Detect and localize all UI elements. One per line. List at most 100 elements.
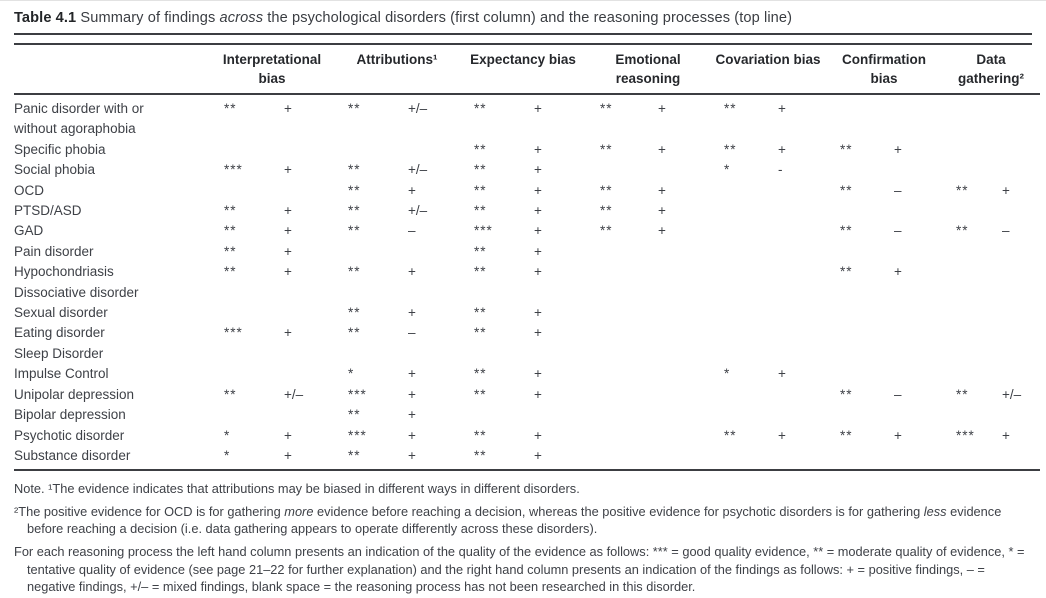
header-attributions: Attributions¹ [334, 45, 461, 95]
finding-cell: + [1002, 427, 1010, 443]
note-attributions: Note. ¹The evidence indicates that attri… [14, 481, 580, 497]
finding-cell [768, 181, 826, 201]
finding-cell [648, 446, 710, 470]
finding-cell [648, 323, 710, 343]
table-row: PTSD/ASD ** + ** +/– ** + ** + [14, 201, 1040, 221]
evidence-quality-cell [826, 364, 884, 384]
finding-cell: – [894, 386, 902, 402]
finding-cell: + [534, 141, 542, 157]
finding-cell: + [284, 223, 292, 239]
finding-cell [884, 242, 942, 262]
evidence-quality-cell: ** [956, 182, 969, 198]
disorder-label: Sexual disorder [14, 305, 108, 321]
disorder-label: PTSD/ASD [14, 203, 82, 219]
table-notes: Note. ¹The evidence indicates that attri… [14, 480, 1036, 595]
evidence-quality-cell [586, 283, 648, 303]
finding-cell [648, 385, 710, 405]
evidence-quality-cell: ** [600, 182, 613, 198]
evidence-quality-cell [942, 201, 992, 221]
evidence-quality-cell: ** [474, 325, 487, 341]
finding-cell [768, 446, 826, 470]
evidence-quality-cell [942, 303, 992, 323]
header-confirmation-bias: Confirmation bias [826, 45, 943, 95]
finding-cell [992, 446, 1040, 470]
finding-cell [768, 303, 826, 323]
evidence-quality-cell [942, 160, 992, 180]
summary-table-container: Interpretational bias Attributions¹ Expe… [14, 43, 1041, 472]
evidence-quality-cell [826, 242, 884, 262]
finding-cell [648, 405, 710, 425]
finding-cell [524, 405, 586, 425]
finding-cell [992, 140, 1040, 160]
finding-cell: + [778, 366, 786, 382]
finding-cell: + [408, 447, 416, 463]
evidence-quality-cell [710, 385, 768, 405]
evidence-quality-cell [210, 364, 274, 384]
evidence-quality-cell: ** [474, 447, 487, 463]
evidence-quality-cell: ** [474, 427, 487, 443]
disorder-label: GAD [14, 223, 44, 239]
evidence-quality-cell: ** [348, 264, 361, 280]
disorder-label: Pain disorder [14, 243, 94, 259]
evidence-quality-cell [334, 140, 398, 160]
summary-table: Interpretational bias Attributions¹ Expe… [14, 45, 1041, 472]
table-body: Panic disorder with or without agoraphob… [14, 94, 1040, 470]
finding-cell [648, 364, 710, 384]
evidence-quality-cell: * [724, 366, 731, 382]
evidence-quality-cell: ** [474, 203, 487, 219]
evidence-quality-cell: ** [474, 305, 487, 321]
evidence-quality-cell: ** [474, 162, 487, 178]
finding-cell [884, 303, 942, 323]
finding-cell: + [894, 141, 902, 157]
finding-cell [992, 160, 1040, 180]
evidence-quality-cell: ** [600, 141, 613, 157]
evidence-quality-cell: ** [224, 203, 237, 219]
header-covariation-bias: Covariation bias [710, 45, 827, 95]
finding-cell: + [658, 223, 666, 239]
table-row: GAD ** + ** – *** + ** + ** – ** – [14, 221, 1040, 241]
evidence-quality-cell: ** [224, 243, 237, 259]
finding-cell [992, 405, 1040, 425]
finding-cell [884, 94, 942, 140]
finding-cell [768, 283, 826, 303]
evidence-quality-cell [586, 426, 648, 446]
table-row: Panic disorder with or without agoraphob… [14, 94, 1040, 140]
evidence-quality-cell [942, 262, 992, 282]
finding-cell [884, 405, 942, 425]
evidence-quality-cell: ** [600, 203, 613, 219]
finding-cell [524, 283, 586, 303]
evidence-quality-cell [942, 94, 992, 140]
table-top-rule [14, 33, 1032, 35]
finding-cell [274, 303, 334, 323]
header-corner-cell [14, 45, 210, 95]
table-row: Bipolar depression ** + [14, 405, 1040, 425]
finding-cell: + [534, 386, 542, 402]
evidence-quality-cell: ** [840, 141, 853, 157]
disorder-label: Unipolar depression [14, 386, 135, 402]
finding-cell: + [1002, 182, 1010, 198]
evidence-quality-cell: ** [956, 223, 969, 239]
evidence-quality-cell: *** [956, 427, 975, 443]
evidence-quality-cell [586, 344, 648, 364]
finding-cell: + [534, 264, 542, 280]
evidence-quality-cell: ** [348, 223, 361, 239]
evidence-quality-cell [942, 405, 992, 425]
evidence-quality-cell [210, 140, 274, 160]
evidence-quality-cell: ** [224, 101, 237, 116]
finding-cell: + [778, 141, 786, 157]
note-symbol-legend: For each reasoning process the left hand… [14, 544, 1025, 594]
table-caption: Table 4.1 Summary of findings across the… [14, 10, 793, 26]
evidence-quality-cell: ** [956, 386, 969, 402]
disorder-label: Specific phobia [14, 141, 106, 157]
finding-cell [398, 344, 460, 364]
evidence-quality-cell: ** [474, 101, 487, 116]
finding-cell [768, 344, 826, 364]
evidence-quality-cell [826, 201, 884, 221]
finding-cell [648, 426, 710, 446]
evidence-quality-cell [826, 344, 884, 364]
disorder-label: Impulse Control [14, 366, 109, 382]
header-data-gathering: Data gathering² [942, 45, 1041, 95]
evidence-quality-cell [586, 303, 648, 323]
disorder-label: Substance disorder [14, 447, 131, 463]
finding-cell: + [534, 447, 542, 463]
